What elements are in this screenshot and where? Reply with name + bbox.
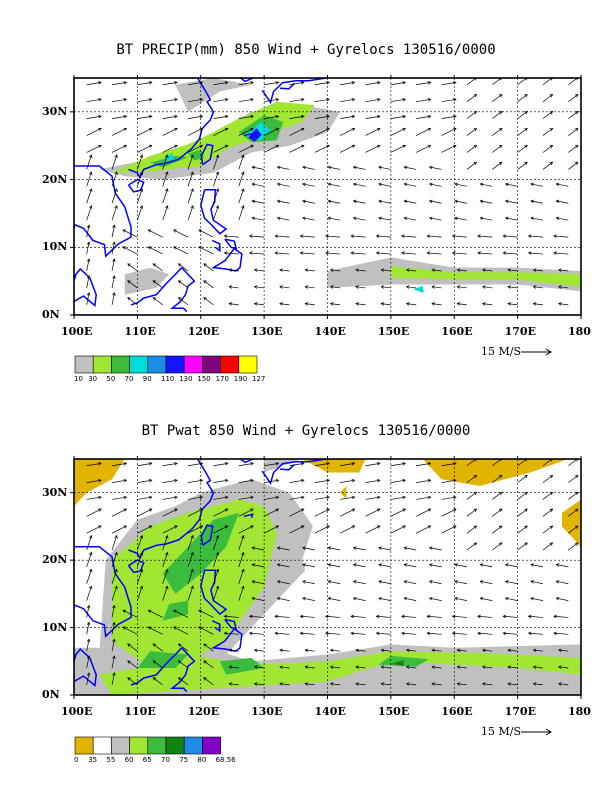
colorbar-label: 110 — [161, 375, 175, 383]
colorbar-swatch — [220, 355, 240, 374]
colorbar-swatch — [165, 355, 185, 374]
wind-vectors — [86, 459, 579, 686]
colorbar-swatch — [183, 355, 203, 374]
colorbar-swatch — [92, 736, 112, 755]
lon-tick-label: 140E — [314, 325, 346, 338]
precip-map-panel — [70, 75, 582, 374]
lat-tick-label: 30N — [42, 104, 68, 118]
lon-tick-label: 180 — [568, 325, 591, 338]
colorbar-swatch — [129, 355, 149, 374]
lon-tick-label: 120E — [187, 325, 220, 338]
colorbar-label: 0 — [74, 756, 79, 764]
colorbar — [74, 736, 221, 755]
lon-tick-label: 170E — [504, 325, 536, 338]
colorbar-label: 65 — [142, 756, 152, 764]
colorbar-label: 68.56 — [215, 756, 236, 764]
pwat-panel-title: BT Pwat 850 Wind + Gyrelocs 130516/0000 — [141, 423, 471, 439]
lon-tick-label: 150E — [377, 325, 410, 338]
colorbar-label: 35 — [88, 756, 98, 764]
colorbar-swatch — [147, 736, 167, 755]
lat-tick-label: 20N — [42, 172, 68, 186]
colorbar-label: 150 — [197, 375, 211, 383]
wind-vectors — [86, 78, 579, 306]
colorbar-swatch — [74, 355, 94, 374]
colorbar-label: 127 — [252, 375, 266, 383]
colorbar-label: 30 — [88, 375, 98, 383]
lon-tick-label: 160E — [441, 705, 473, 718]
lon-tick-label: 120E — [187, 705, 220, 718]
lon-tick-label: 170E — [504, 705, 536, 718]
colorbar-swatch — [74, 736, 94, 755]
reference-vector-label: 15 M/S — [481, 725, 521, 738]
colorbar-swatch — [92, 355, 112, 374]
lat-tick-label: 20N — [42, 553, 68, 567]
lon-tick-label: 130E — [251, 325, 283, 338]
lat-tick-label: 0N — [42, 688, 60, 701]
colorbar-swatch — [202, 355, 221, 374]
reference-vector-label: 15 M/S — [481, 345, 521, 358]
colorbar-swatch — [129, 736, 149, 755]
lon-tick-label: 180 — [568, 705, 591, 718]
colorbar-swatch — [111, 736, 130, 755]
colorbar-label: 130 — [179, 375, 193, 383]
colorbar-label: 60 — [124, 756, 134, 764]
colorbar-swatch — [111, 355, 130, 374]
lat-tick-label: 30N — [42, 485, 68, 499]
colorbar-label: 70 — [124, 375, 134, 383]
lat-tick-label: 0N — [42, 308, 60, 321]
lon-tick-label: 140E — [314, 705, 346, 718]
colorbar-swatch — [183, 736, 203, 755]
colorbar-label: 50 — [106, 375, 116, 383]
colorbar-label: 170 — [215, 375, 229, 383]
colorbar — [74, 355, 258, 374]
colorbar-label: 190 — [233, 375, 248, 383]
colorbar-swatch — [238, 355, 258, 374]
lon-tick-label: 130E — [251, 705, 283, 718]
lon-tick-label: 100E — [61, 705, 93, 718]
colorbar-label: 10 — [74, 375, 83, 383]
colorbar-swatch — [165, 736, 185, 755]
colorbar-label: 55 — [106, 756, 116, 764]
lon-tick-label: 150E — [377, 705, 410, 718]
pwat-map-panel — [70, 456, 582, 755]
colorbar-label: 70 — [161, 756, 170, 764]
colorbar-swatch — [147, 355, 167, 374]
lon-tick-label: 110E — [124, 325, 156, 338]
lon-tick-label: 100E — [61, 325, 93, 338]
colorbar-swatch — [202, 736, 221, 755]
lat-lon-grid — [74, 78, 581, 315]
colorbar-label: 90 — [142, 375, 152, 383]
lat-tick-label: 10N — [42, 620, 68, 634]
lon-tick-label: 160E — [441, 325, 473, 338]
coastlines — [74, 78, 327, 313]
lat-tick-label: 10N — [42, 240, 68, 254]
lon-tick-label: 110E — [124, 705, 156, 718]
colorbar-label: 75 — [179, 756, 189, 764]
lat-lon-grid — [74, 459, 581, 695]
colorbar-label: 80 — [197, 756, 207, 764]
precip-panel-title: BT PRECIP(mm) 850 Wind + Gyrelocs 130516… — [116, 42, 496, 58]
